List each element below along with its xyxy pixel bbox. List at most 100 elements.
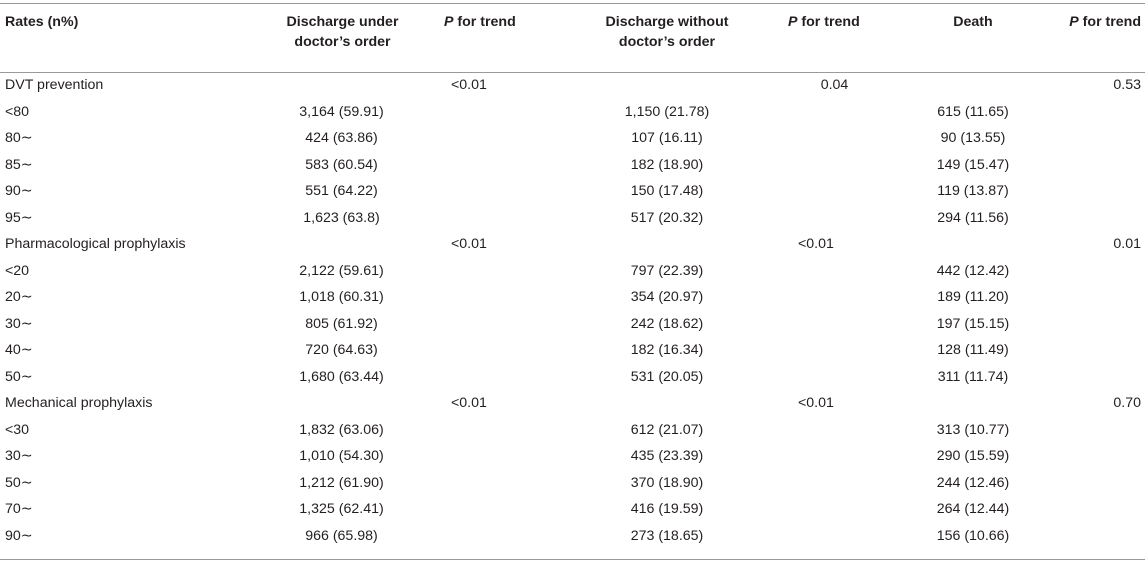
cell-p-trend-2 (774, 443, 887, 470)
cell-p-trend-2 (774, 125, 887, 152)
cell-death: 128 (11.49) (937, 342, 1009, 358)
cell-p-trend-2: 0.04 (820, 77, 849, 93)
cell-p-trend-2 (774, 523, 887, 550)
header-p-trend-1: P for trend (444, 14, 516, 30)
row-label: 70∼ (5, 501, 33, 517)
cell-discharge-under-order: 966 (65.98) (305, 527, 378, 544)
cell-p-trend-1 (427, 284, 552, 311)
cell-discharge-without-order: 435 (23.39) (630, 448, 704, 464)
cell-discharge-under-order: 551 (64.22) (305, 183, 378, 199)
cell-p-trend-1: <0.01 (451, 395, 487, 411)
cell-death: 197 (15.15) (936, 315, 1010, 332)
cell-p-trend-2 (774, 337, 887, 364)
cell-p-trend-2 (774, 417, 887, 444)
table-row: Pharmacological prophylaxis <0.01 <0.01 0.0… (0, 231, 1145, 258)
cell-discharge-under-order: 1,018 (60.31) (299, 289, 384, 305)
cell-p-trend-2: <0.01 (798, 236, 834, 252)
cell-discharge-under-order: 1,680 (63.44) (299, 368, 384, 385)
cell-p-trend-1 (427, 258, 552, 285)
cell-death (887, 231, 1055, 258)
row-label: Mechanical prophylaxis (5, 395, 153, 411)
table-body: DVT prevention <0.01 0.04 0.53 <80 3,164 (59.… (0, 72, 1145, 549)
table-row: 90∼ 551 (64.22) 150 (17.48) 119 (13.87) (0, 178, 1145, 205)
cell-p-trend-3 (1055, 311, 1145, 338)
cell-discharge-without-order: 370 (18.90) (630, 474, 704, 491)
table-row: 80∼ 424 (63.86) 107 (16.11) 90 (13.55) (0, 125, 1145, 152)
cell-death: 264 (12.44) (936, 501, 1010, 517)
cell-discharge-without-order: 182 (16.34) (630, 342, 704, 358)
row-label: 80∼ (5, 130, 33, 146)
header-p-trend-3: P for trend (1069, 14, 1141, 30)
table-row: <30 1,832 (63.06) 612 (21.07) 313 (10.77) (0, 417, 1145, 444)
row-label: 90∼ (5, 527, 33, 544)
cell-p-trend-1 (427, 364, 552, 391)
cell-p-trend-2 (774, 258, 887, 285)
cell-p-trend-1 (427, 417, 552, 444)
cell-death: 311 (11.74) (937, 368, 1009, 385)
cell-p-trend-1 (427, 470, 552, 497)
cell-discharge-without-order: 107 (16.11) (631, 130, 703, 146)
cell-discharge-under-order (240, 231, 427, 258)
cell-p-trend-1 (427, 99, 552, 126)
row-label: 95∼ (5, 209, 33, 226)
cell-death: 294 (11.56) (937, 209, 1009, 226)
cell-discharge-without-order (552, 231, 774, 258)
cell-p-trend-3: 0.53 (1113, 77, 1141, 93)
cell-discharge-under-order: 1,832 (63.06) (299, 421, 384, 438)
cell-death: 189 (11.20) (937, 289, 1009, 305)
cell-p-trend-3 (1055, 496, 1145, 523)
cell-p-trend-1 (427, 152, 552, 179)
cell-p-trend-1 (427, 178, 552, 205)
cell-p-trend-3 (1055, 364, 1145, 391)
cell-p-trend-3 (1055, 99, 1145, 126)
cell-p-trend-3 (1055, 417, 1145, 444)
row-label: <20 (5, 262, 30, 279)
header-rule (0, 72, 1145, 73)
row-label: <80 (5, 103, 30, 120)
row-label: <30 (5, 421, 30, 438)
cell-p-trend-2 (774, 470, 887, 497)
cell-death (887, 390, 1055, 417)
table-row: 50∼ 1,212 (61.90) 370 (18.90) 244 (12.46) (0, 470, 1145, 497)
table-row: 30∼ 1,010 (54.30) 435 (23.39) 290 (15.59) (0, 443, 1145, 470)
cell-death: 290 (15.59) (936, 448, 1010, 464)
table-row: 50∼ 1,680 (63.44) 531 (20.05) 311 (11.74) (0, 364, 1145, 391)
table-header-row: Rates (n%) Discharge under doctor’s order… (0, 4, 1145, 72)
cell-discharge-without-order (552, 390, 774, 417)
table-row: 85∼ 583 (60.54) 182 (18.90) 149 (15.47) (0, 152, 1145, 179)
cell-discharge-without-order: 354 (20.97) (630, 289, 704, 305)
cell-p-trend-1 (427, 443, 552, 470)
cell-death: 442 (12.42) (936, 262, 1010, 279)
cell-p-trend-3 (1055, 125, 1145, 152)
cell-discharge-under-order: 3,164 (59.91) (299, 103, 384, 120)
cell-discharge-under-order: 805 (61.92) (305, 315, 378, 332)
cell-discharge-without-order (552, 72, 774, 99)
cell-death: 313 (10.77) (936, 421, 1010, 438)
cell-death: 149 (15.47) (936, 156, 1010, 173)
row-label: 50∼ (5, 474, 33, 491)
row-label: 20∼ (5, 289, 33, 305)
cell-discharge-under-order (240, 390, 427, 417)
table-row: 70∼ 1,325 (62.41) 416 (19.59) 264 (12.44) (0, 496, 1145, 523)
cell-p-trend-2 (774, 311, 887, 338)
cell-discharge-without-order: 150 (17.48) (630, 183, 704, 199)
cell-p-trend-2 (774, 99, 887, 126)
cell-discharge-under-order: 1,623 (63.8) (303, 209, 380, 226)
cell-discharge-under-order (240, 72, 427, 99)
row-label: 40∼ (5, 342, 33, 358)
table-row: 30∼ 805 (61.92) 242 (18.62) 197 (15.15) (0, 311, 1145, 338)
cell-discharge-without-order: 416 (19.59) (630, 501, 704, 517)
cell-p-trend-3 (1055, 337, 1145, 364)
table-row: 40∼ 720 (64.63) 182 (16.34) 128 (11.49) (0, 337, 1145, 364)
cell-p-trend-1: <0.01 (451, 236, 487, 252)
header-death: Death (953, 14, 993, 30)
table-row: 95∼ 1,623 (63.8) 517 (20.32) 294 (11.56) (0, 205, 1145, 232)
header-discharge-without-order: Discharge without doctor’s order (605, 14, 729, 50)
cell-p-trend-2 (774, 496, 887, 523)
cell-discharge-under-order: 1,212 (61.90) (299, 474, 384, 491)
row-label: 30∼ (5, 315, 33, 332)
bottom-rule (0, 559, 1145, 560)
cell-p-trend-3: 0.01 (1113, 236, 1141, 252)
row-label: 30∼ (5, 448, 33, 464)
